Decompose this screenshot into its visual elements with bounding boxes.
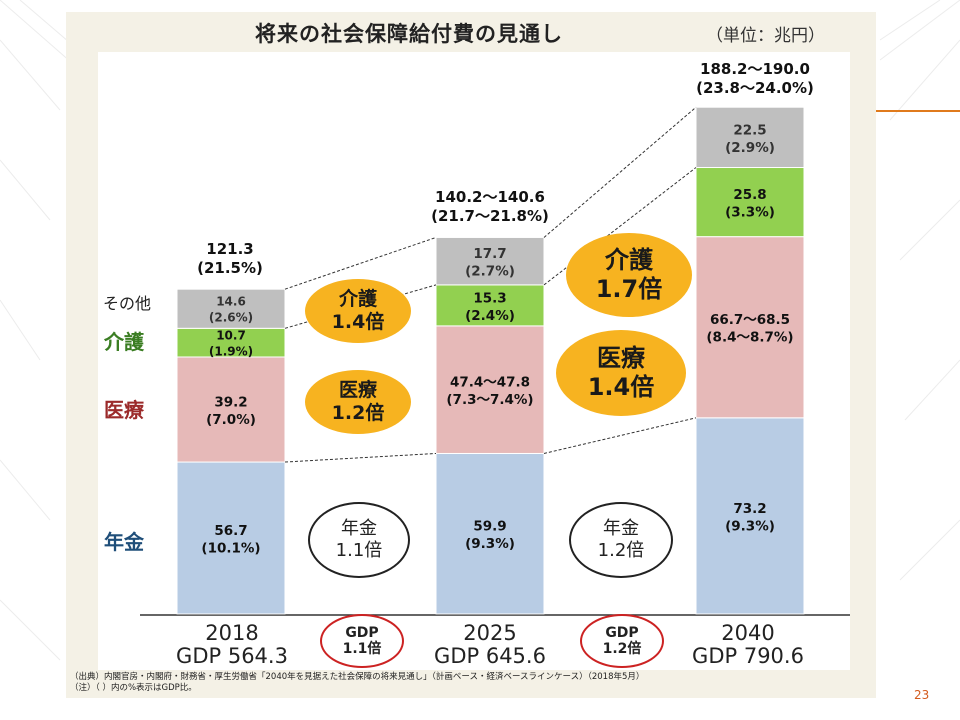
total-label-2018: 121.3 (21.5%) <box>160 240 300 278</box>
total-value: 121.3 <box>206 240 254 258</box>
data-label-medical-2025-share: (7.3〜7.4%) <box>446 392 533 408</box>
data-label-medical-2018-share: (7.0%) <box>206 412 256 428</box>
bar-segment-other-2025 <box>435 236 545 286</box>
data-label-other-2040-share: (2.9%) <box>725 140 775 156</box>
bubble-label: 医療 <box>597 344 645 372</box>
data-label-care-2018-share: (1.9%) <box>209 345 253 359</box>
data-label-other-2040-value: 22.5 <box>733 122 766 138</box>
bubble-ratio: 1.2倍 <box>602 641 642 657</box>
chart-title: 将来の社会保障給付費の見通し <box>255 22 563 46</box>
source-note: （出典）内閣官房・内閣府・財務省・厚生労働省「2040年を見据えた社会保障の将来… <box>70 672 644 694</box>
data-label-other-2018-share: (2.6%) <box>209 311 253 325</box>
year-label-2018: 2018 GDP 564.3 <box>157 622 307 668</box>
gdp-growth-bubble-2040: GDP 1.2倍 <box>580 614 664 668</box>
data-label-medical-2040-value: 66.7〜68.5 <box>710 312 790 328</box>
category-label-pension: 年金 <box>104 530 144 554</box>
bubble-label: 介護 <box>605 246 653 274</box>
year-label-2040: 2040 GDP 790.6 <box>673 622 823 668</box>
data-label-care-2018-value: 10.7 <box>216 329 246 343</box>
bar-segment-pension-2040 <box>695 417 805 615</box>
bubble-label: GDP <box>345 625 379 641</box>
bubble-label: 医療 <box>338 379 377 401</box>
data-label-other-2018-value: 14.6 <box>216 295 246 309</box>
care-growth-bubble-2040: 介護 1.7倍 <box>566 233 692 317</box>
year: 2040 <box>721 621 775 645</box>
year: 2025 <box>463 621 517 645</box>
bar-segment-pension-2018 <box>176 461 286 615</box>
bubble-ratio: 1.4倍 <box>331 311 385 333</box>
bubble-label: GDP <box>605 625 639 641</box>
pension-growth-bubble-2025: 年金 1.1倍 <box>308 502 410 578</box>
total-label-2025: 140.2〜140.6 (21.7〜21.8%) <box>400 188 580 226</box>
data-label-pension-2018-value: 56.7 <box>214 523 247 539</box>
medical-growth-bubble-2025: 医療 1.2倍 <box>305 370 411 434</box>
bubble-ratio: 1.2倍 <box>597 540 645 561</box>
data-label-other-2025-share: (2.7%) <box>465 264 515 280</box>
bar-segment-care-2025 <box>435 284 545 327</box>
data-label-pension-2025-share: (9.3%) <box>465 536 515 552</box>
bubble-label: 年金 <box>603 518 639 539</box>
data-label-care-2025-share: (2.4%) <box>465 308 515 324</box>
bubble-label: 介護 <box>338 288 377 310</box>
data-label-care-2025-value: 15.3 <box>473 290 506 306</box>
total-gdp-share: (21.5%) <box>197 259 263 277</box>
bar-segment-medical-2040 <box>695 236 805 419</box>
data-label-pension-2040-share: (9.3%) <box>725 518 775 534</box>
year: 2018 <box>205 621 259 645</box>
data-label-medical-2025-value: 47.4〜47.8 <box>450 375 530 391</box>
year-label-2025: 2025 GDP 645.6 <box>415 622 565 668</box>
total-value: 140.2〜140.6 <box>435 188 545 206</box>
data-label-pension-2025-value: 59.9 <box>473 519 506 535</box>
bar-segment-other-2040 <box>695 106 805 169</box>
connector-line-2018-4 <box>284 236 437 290</box>
data-label-care-2040-value: 25.8 <box>733 187 766 203</box>
source-line: （出典）内閣官房・内閣府・財務省・厚生労働省「2040年を見据えた社会保障の将来… <box>70 672 645 682</box>
page-number: 23 <box>914 688 930 702</box>
bubble-ratio: 1.2倍 <box>331 402 385 424</box>
data-label-pension-2040-value: 73.2 <box>733 501 766 517</box>
bubble-ratio: 1.1倍 <box>335 540 383 561</box>
total-gdp-share: (21.7〜21.8%) <box>431 207 549 225</box>
total-label-2040: 188.2〜190.0 (23.8〜24.0%) <box>650 60 860 98</box>
category-label-other: その他 <box>103 294 152 313</box>
connector-line-2018-1 <box>284 452 437 463</box>
data-label-medical-2040-share: (8.4〜8.7%) <box>706 330 793 346</box>
gdp-growth-bubble-2025: GDP 1.1倍 <box>320 614 404 668</box>
gdp-value: GDP 564.3 <box>176 644 288 668</box>
bubble-ratio: 1.4倍 <box>587 373 655 401</box>
bar-segment-care-2040 <box>695 167 805 238</box>
total-value: 188.2〜190.0 <box>700 60 810 78</box>
bar-segment-other-2018 <box>176 288 286 329</box>
bubble-ratio: 1.1倍 <box>342 641 382 657</box>
category-label-care: 介護 <box>104 330 144 354</box>
connector-line-2025-1 <box>543 417 697 454</box>
data-label-care-2040-share: (3.3%) <box>725 205 775 221</box>
bubble-ratio: 1.7倍 <box>595 275 663 303</box>
connector-line-2025-4 <box>543 106 697 238</box>
data-label-other-2025-value: 17.7 <box>473 246 506 262</box>
gdp-value: GDP 645.6 <box>434 644 546 668</box>
total-gdp-share: (23.8〜24.0%) <box>696 79 814 97</box>
note-line: （注）（ ）内の%表示はGDP比。 <box>70 683 197 693</box>
gdp-value: GDP 790.6 <box>692 644 804 668</box>
care-growth-bubble-2025: 介護 1.4倍 <box>305 279 411 343</box>
data-label-pension-2018-share: (10.1%) <box>201 541 260 557</box>
data-label-medical-2018-value: 39.2 <box>214 395 247 411</box>
bar-segment-pension-2025 <box>435 452 545 615</box>
unit-label: （単位：兆円） <box>706 26 825 46</box>
pension-growth-bubble-2040: 年金 1.2倍 <box>569 502 673 578</box>
accent-line <box>876 110 960 112</box>
bar-segment-medical-2025 <box>435 325 545 454</box>
bubble-label: 年金 <box>341 518 377 539</box>
category-label-medical: 医療 <box>104 398 144 422</box>
medical-growth-bubble-2040: 医療 1.4倍 <box>556 330 686 416</box>
